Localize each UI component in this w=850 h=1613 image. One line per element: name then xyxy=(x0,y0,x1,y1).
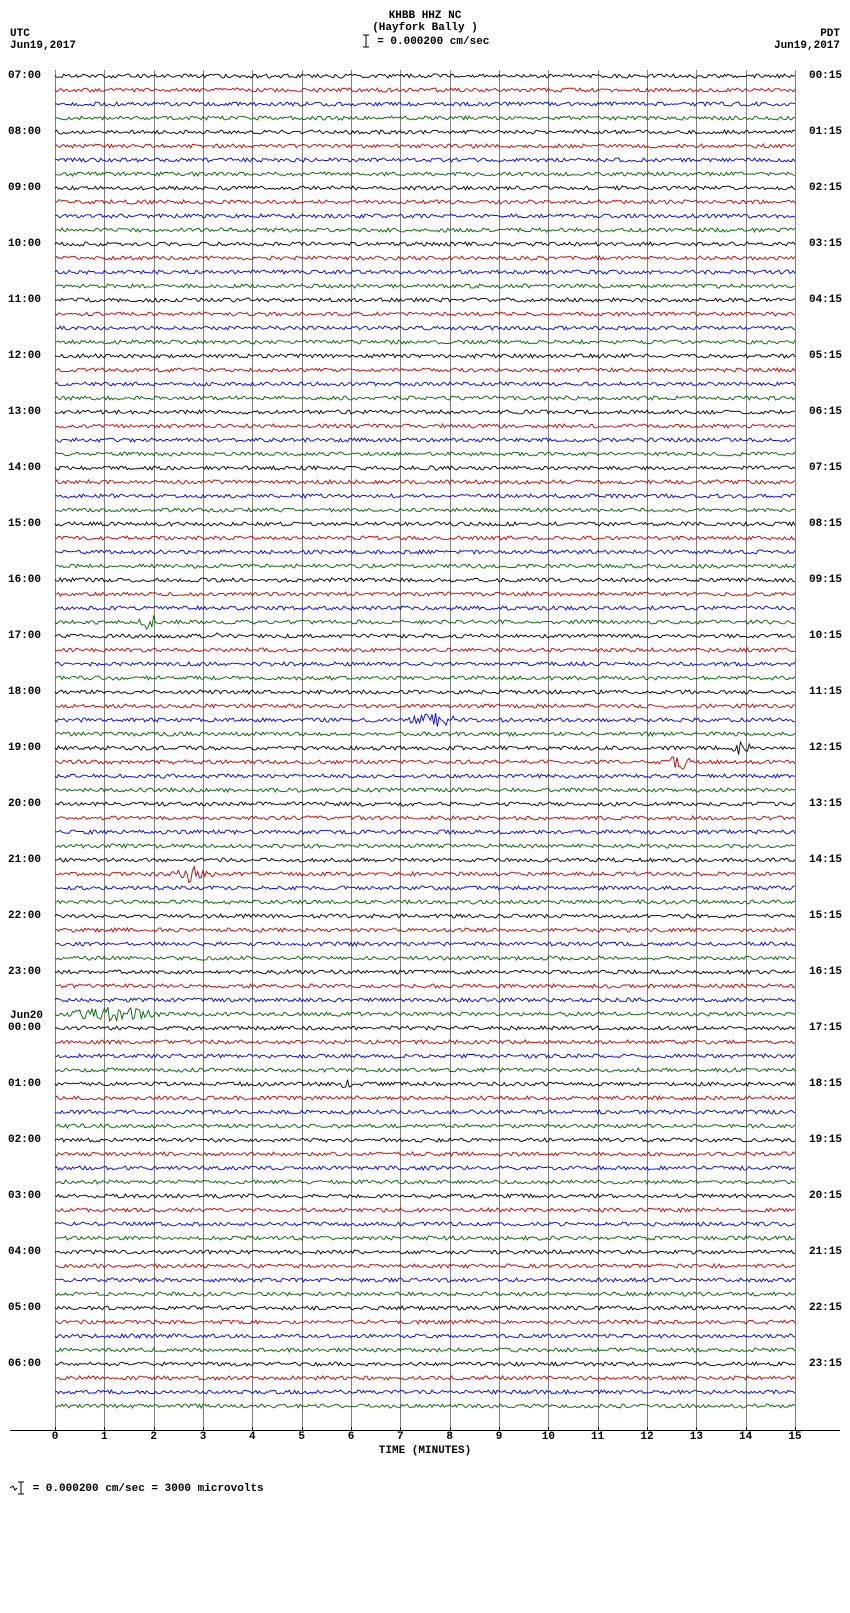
station-line1: KHBB HHZ NC xyxy=(10,10,840,22)
utc-time-label: 13:00 xyxy=(8,406,43,418)
pdt-time-label: 07:15 xyxy=(807,462,842,474)
utc-time-label: 21:00 xyxy=(8,854,43,866)
x-axis-label: TIME (MINUTES) xyxy=(10,1445,840,1457)
scale-line: = 0.000200 cm/sec xyxy=(10,34,840,48)
footer-text: = 0.000200 cm/sec = 3000 microvolts xyxy=(33,1483,264,1495)
footer: = 0.000200 cm/sec = 3000 microvolts xyxy=(10,1481,840,1495)
x-tick: 10 xyxy=(542,1431,555,1443)
grid-line-v xyxy=(795,70,796,1430)
pdt-time-label: 21:15 xyxy=(807,1246,842,1258)
pdt-time-label: 02:15 xyxy=(807,182,842,194)
x-tick: 9 xyxy=(496,1431,503,1443)
pdt-time-label: 20:15 xyxy=(807,1190,842,1202)
x-tick: 5 xyxy=(298,1431,305,1443)
x-tick: 0 xyxy=(52,1431,59,1443)
utc-time-label: 18:00 xyxy=(8,686,43,698)
pdt-time-label: 01:15 xyxy=(807,126,842,138)
seismogram-container: UTC Jun19,2017 KHBB HHZ NC (Hayfork Ball… xyxy=(10,10,840,1495)
seismic-trace xyxy=(55,1399,795,1413)
utc-time-label: 09:00 xyxy=(8,182,43,194)
pdt-time-label: 19:15 xyxy=(807,1134,842,1146)
utc-time-label: 00:00 xyxy=(8,1022,43,1034)
utc-time-label: 01:00 xyxy=(8,1078,43,1090)
x-tick: 6 xyxy=(348,1431,355,1443)
pdt-time-label: 12:15 xyxy=(807,742,842,754)
pdt-time-label: 10:15 xyxy=(807,630,842,642)
x-tick: 13 xyxy=(690,1431,703,1443)
pdt-time-label: 15:15 xyxy=(807,910,842,922)
utc-time-label: 11:00 xyxy=(8,294,43,306)
utc-time-label: 19:00 xyxy=(8,742,43,754)
utc-time-label: 17:00 xyxy=(8,630,43,642)
utc-time-label: 07:00 xyxy=(8,70,43,82)
pdt-time-label: 14:15 xyxy=(807,854,842,866)
scale-text: = 0.000200 cm/sec xyxy=(377,36,489,48)
header-right: PDT Jun19,2017 xyxy=(774,28,840,52)
scale-bar-icon xyxy=(361,34,371,48)
utc-time-label: 15:00 xyxy=(8,518,43,530)
x-tick: 1 xyxy=(101,1431,108,1443)
pdt-time-label: 08:15 xyxy=(807,518,842,530)
utc-time-label: 08:00 xyxy=(8,126,43,138)
pdt-time-label: 05:15 xyxy=(807,350,842,362)
plot-area: 07:00 08:00 09:00 10:00 11:00 12:00 13:00 14:00… xyxy=(10,70,840,1431)
x-tick: 7 xyxy=(397,1431,404,1443)
utc-time-label: 03:00 xyxy=(8,1190,43,1202)
pdt-time-label: 16:15 xyxy=(807,966,842,978)
x-tick: 3 xyxy=(200,1431,207,1443)
pdt-time-label: 03:15 xyxy=(807,238,842,250)
pdt-time-label: 18:15 xyxy=(807,1078,842,1090)
utc-time-label: 04:00 xyxy=(8,1246,43,1258)
utc-time-label: 12:00 xyxy=(8,350,43,362)
utc-time-label: 14:00 xyxy=(8,462,43,474)
x-tick: 4 xyxy=(249,1431,256,1443)
right-date: Jun19,2017 xyxy=(774,40,840,52)
x-tick: 11 xyxy=(591,1431,604,1443)
utc-time-label: 20:00 xyxy=(8,798,43,810)
pdt-time-label: 09:15 xyxy=(807,574,842,586)
x-axis: TIME (MINUTES) 0123456789101112131415 xyxy=(10,1431,840,1461)
station-line2: (Hayfork Bally ) xyxy=(10,22,840,34)
pdt-time-label: 11:15 xyxy=(807,686,842,698)
pdt-time-label: 13:15 xyxy=(807,798,842,810)
utc-time-label: 23:00 xyxy=(8,966,43,978)
utc-time-label: 16:00 xyxy=(8,574,43,586)
x-tick: 12 xyxy=(640,1431,653,1443)
date-rollover-label: Jun20 xyxy=(10,1010,43,1022)
x-tick: 8 xyxy=(446,1431,453,1443)
x-tick: 15 xyxy=(788,1431,801,1443)
pdt-time-label: 17:15 xyxy=(807,1022,842,1034)
pdt-time-label: 22:15 xyxy=(807,1302,842,1314)
footer-scale-icon xyxy=(10,1481,26,1495)
utc-time-label: 06:00 xyxy=(8,1358,43,1370)
pdt-time-label: 06:15 xyxy=(807,406,842,418)
utc-time-label: 22:00 xyxy=(8,910,43,922)
x-tick: 14 xyxy=(739,1431,752,1443)
utc-time-label: 10:00 xyxy=(8,238,43,250)
pdt-time-label: 23:15 xyxy=(807,1358,842,1370)
pdt-time-label: 00:15 xyxy=(807,70,842,82)
header-center: KHBB HHZ NC (Hayfork Bally ) = 0.000200 … xyxy=(10,10,840,48)
x-tick: 2 xyxy=(150,1431,157,1443)
pdt-time-label: 04:15 xyxy=(807,294,842,306)
utc-time-label: 05:00 xyxy=(8,1302,43,1314)
utc-time-label: 02:00 xyxy=(8,1134,43,1146)
right-tz: PDT xyxy=(774,28,840,40)
